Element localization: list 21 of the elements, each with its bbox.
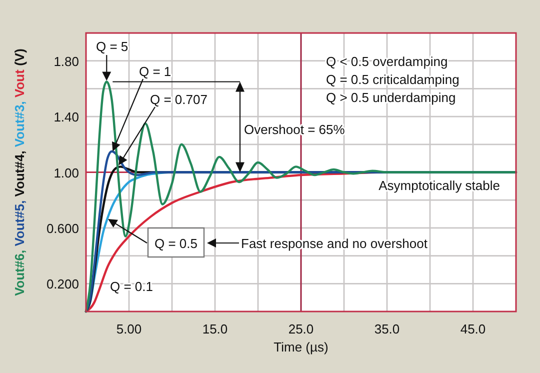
x-tick-label: 25.0 bbox=[288, 322, 314, 336]
y-axis-title: Vout#6, Vout#5, Vout#4, Vout#3, Vout (V) bbox=[12, 48, 27, 296]
annotation: Q > 0.5 underdamping bbox=[326, 90, 456, 105]
y-tick-label: 1.40 bbox=[54, 110, 79, 125]
annotation: Q = 0.707 bbox=[150, 92, 208, 107]
annotation: Q < 0.5 overdamping bbox=[326, 54, 448, 69]
y-tick-label: 1.00 bbox=[54, 165, 79, 180]
y-tick-label: 0.600 bbox=[46, 220, 79, 236]
x-tick-label: 5.00 bbox=[116, 322, 142, 336]
annotation: Q = 0.5 bbox=[154, 236, 198, 251]
annotation: Q = 1 bbox=[139, 64, 172, 79]
x-tick-label: 15.0 bbox=[202, 322, 228, 336]
annotation: Q = 0.1 bbox=[110, 279, 153, 294]
annotation: Q = 5 bbox=[96, 39, 128, 54]
y-tick-label: 1.80 bbox=[54, 54, 79, 69]
x-tick-label: 45.0 bbox=[460, 322, 486, 336]
annotation: Asymptotically stable bbox=[378, 178, 500, 193]
x-tick-label: 35.0 bbox=[374, 322, 400, 336]
x-axis-title: Time (µs) bbox=[274, 340, 328, 354]
y-tick-label: 0.200 bbox=[46, 276, 79, 292]
annotation: Q = 0.5 criticaldamping bbox=[326, 72, 460, 87]
